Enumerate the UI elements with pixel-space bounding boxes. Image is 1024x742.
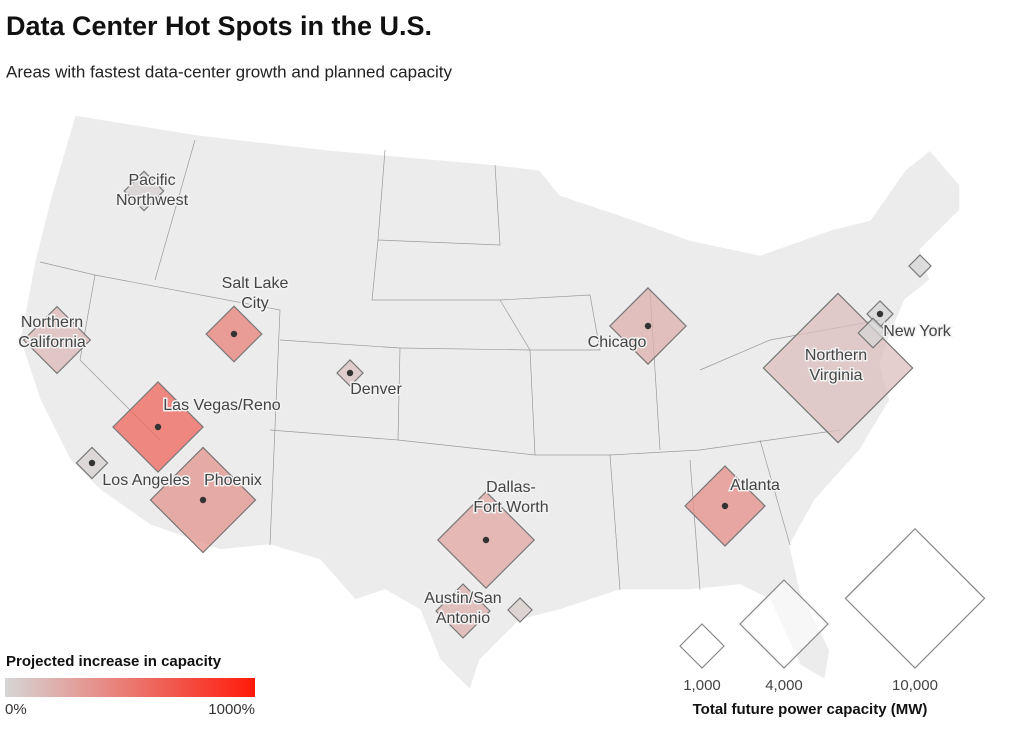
location-diamond: [435, 583, 491, 639]
size-legend-title: Total future power capacity (MW): [693, 701, 928, 718]
size-legend-diamond: [679, 623, 725, 669]
size-tick-label: 10,000: [892, 677, 938, 694]
location-label: Pacific: [128, 172, 175, 189]
location-label: California: [18, 334, 86, 351]
location-label: City: [241, 295, 269, 312]
location-label: Phoenix: [204, 472, 262, 489]
location-diamond: [908, 254, 932, 278]
title: Data Center Hot Spots in the U.S.: [6, 11, 432, 41]
city-dot: [199, 496, 207, 504]
size-tick-label: 1,000: [683, 677, 721, 694]
location-label: Dallas-: [486, 479, 536, 496]
location-label: Northwest: [116, 192, 189, 209]
location-label: Atlanta: [730, 477, 780, 494]
location-diamond: [857, 317, 889, 349]
location-diamond: [762, 292, 914, 444]
color-scale-bar: [5, 678, 255, 697]
location-label: Denver: [350, 381, 402, 398]
location-label: Las Vegas/Reno: [163, 397, 281, 414]
location-label: Antonio: [436, 610, 490, 627]
city-dot: [876, 310, 884, 318]
size-legend-diamond: [739, 579, 829, 669]
city-dot: [721, 502, 729, 510]
size-legend-diamond: [844, 528, 986, 669]
location-diamond: [22, 305, 92, 375]
color-tick-label: 0%: [5, 701, 27, 718]
location-label: Northern: [21, 314, 83, 331]
size-legend: 1,000 4,000 10,000: [679, 528, 986, 694]
locations: Pacific Northwest Northern California Salt L…: [17, 170, 953, 639]
subtitle: Areas with fastest data-center growth an…: [6, 62, 453, 81]
city-dot: [154, 423, 162, 431]
location-label: Northern: [805, 347, 867, 364]
city-dot: [230, 330, 238, 338]
location-label: Virginia: [809, 367, 862, 384]
city-dot: [346, 369, 354, 377]
color-legend-title: Projected increase in capacity: [6, 653, 222, 670]
location-label: Austin/San: [424, 590, 501, 607]
location-label: Fort Worth: [473, 499, 548, 516]
city-dot: [644, 322, 652, 330]
location-diamond: [507, 597, 533, 623]
location-label: Chicago: [588, 334, 647, 351]
location-label: Los Angeles: [102, 472, 189, 489]
size-tick-label: 4,000: [765, 677, 803, 694]
location-label: Salt Lake: [222, 275, 289, 292]
city-dot: [482, 536, 490, 544]
city-dot: [88, 459, 96, 467]
location-diamond: [123, 170, 165, 212]
color-tick-label: 1000%: [208, 701, 255, 718]
location-label: New York: [883, 323, 952, 340]
